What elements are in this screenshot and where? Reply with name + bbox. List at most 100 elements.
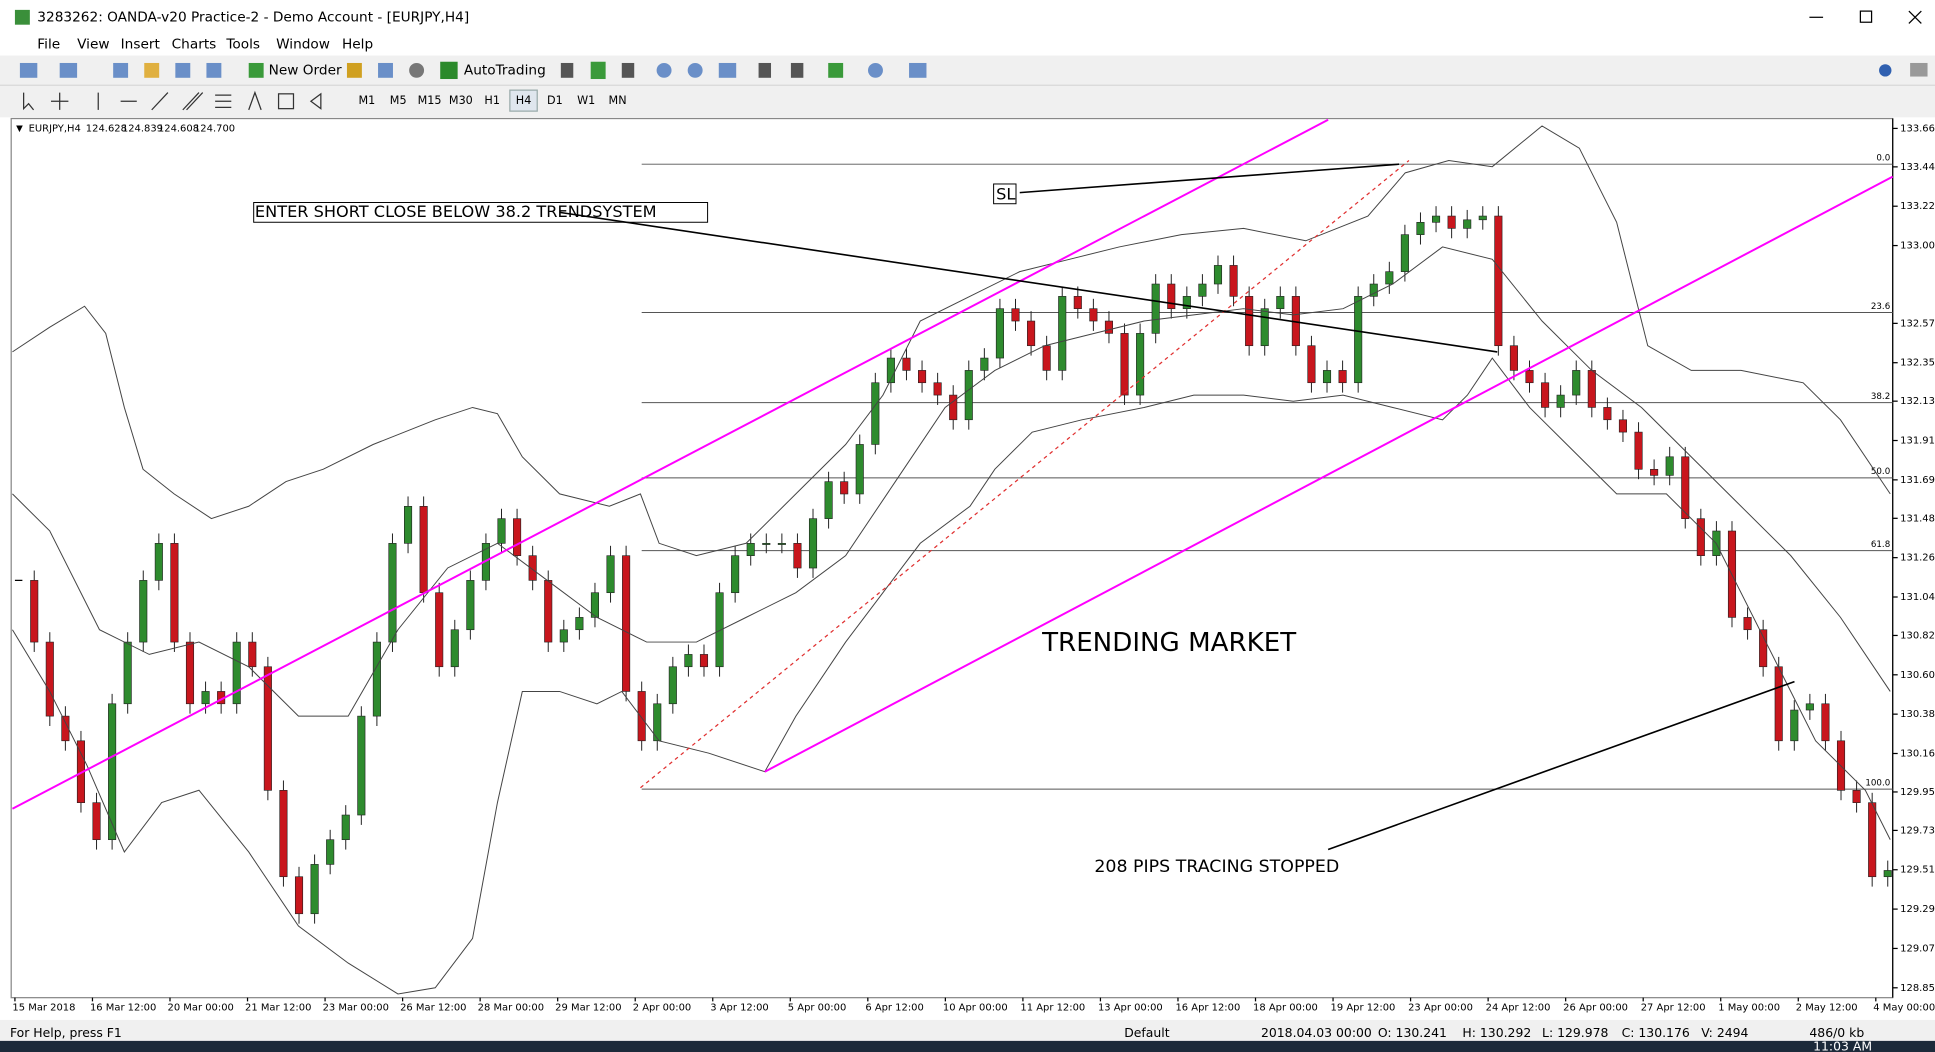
time-label: 5 Apr 00:00 bbox=[788, 1003, 847, 1014]
line-chart-button[interactable] bbox=[621, 62, 635, 78]
status-time: 2018.04.03 00:00 bbox=[1261, 1025, 1372, 1040]
time-label: 18 Apr 00:00 bbox=[1253, 1003, 1318, 1014]
candle bbox=[668, 666, 677, 705]
timeframe-button[interactable]: M1 bbox=[358, 94, 375, 107]
menu-item[interactable]: View bbox=[77, 36, 109, 52]
candle bbox=[1369, 283, 1378, 297]
menu-item[interactable]: Charts bbox=[172, 36, 217, 52]
profiles-button[interactable] bbox=[59, 62, 78, 78]
chat-button[interactable] bbox=[1910, 62, 1928, 77]
autotrading-label[interactable]: AutoTrading bbox=[464, 62, 546, 78]
zoom-out-button[interactable] bbox=[687, 62, 703, 78]
crosshair-tool[interactable] bbox=[50, 92, 69, 110]
timeframe-button[interactable]: MN bbox=[609, 94, 627, 107]
candle bbox=[824, 481, 833, 519]
time-label: 2 May 12:00 bbox=[1796, 1003, 1858, 1014]
navigator-button[interactable] bbox=[175, 62, 191, 78]
cursor-tool[interactable] bbox=[23, 92, 35, 111]
fib-label: 50.0 bbox=[1871, 467, 1890, 477]
periods-button[interactable] bbox=[868, 62, 883, 78]
signals-button[interactable] bbox=[378, 62, 393, 78]
autoscroll-button[interactable] bbox=[758, 62, 772, 78]
text-tool[interactable] bbox=[248, 90, 262, 111]
candle bbox=[1665, 456, 1674, 476]
candle bbox=[1104, 320, 1113, 334]
price-label: 131.480 bbox=[1900, 513, 1935, 524]
sl-arrow-line bbox=[1019, 163, 1400, 194]
time-label: 3 Apr 12:00 bbox=[710, 1003, 769, 1014]
candle bbox=[1509, 345, 1518, 371]
toolbar-area bbox=[0, 55, 1935, 118]
trendline-tool[interactable] bbox=[151, 92, 169, 111]
timeframe-button[interactable]: M5 bbox=[390, 94, 407, 107]
time-label: 2 Apr 00:00 bbox=[633, 1003, 692, 1014]
close-button[interactable] bbox=[1908, 10, 1922, 24]
market-watch-button[interactable] bbox=[113, 62, 129, 78]
time-label: 16 Apr 12:00 bbox=[1175, 1003, 1240, 1014]
terminal-button[interactable] bbox=[206, 62, 222, 78]
templates-button[interactable] bbox=[909, 62, 927, 78]
pips-arrow-line bbox=[1327, 680, 1795, 851]
menu-item[interactable]: Insert bbox=[121, 36, 161, 52]
timeframe-button[interactable]: M30 bbox=[449, 94, 473, 107]
candle bbox=[1338, 370, 1347, 384]
status-volume: V: 2494 bbox=[1701, 1025, 1748, 1040]
timeframe-button[interactable]: D1 bbox=[547, 94, 563, 107]
label-tool[interactable] bbox=[277, 93, 295, 110]
autotrading-icon[interactable] bbox=[440, 61, 458, 80]
status-close: C: 130.176 bbox=[1622, 1025, 1690, 1040]
menu-item[interactable]: Window bbox=[276, 36, 330, 52]
metaeditor-button[interactable] bbox=[346, 62, 362, 78]
candle bbox=[263, 666, 272, 791]
maximize-button[interactable] bbox=[1859, 10, 1873, 23]
candle bbox=[1805, 703, 1814, 711]
candle bbox=[1634, 431, 1643, 470]
candle bbox=[123, 641, 132, 705]
tile-button[interactable] bbox=[718, 62, 737, 78]
data-window-button[interactable] bbox=[144, 62, 160, 78]
candle-chart-button[interactable] bbox=[590, 61, 606, 80]
menu-item[interactable]: Tools bbox=[225, 36, 260, 52]
fibo-baseline bbox=[640, 160, 1410, 789]
candle bbox=[1447, 215, 1456, 229]
fibo-tool[interactable] bbox=[215, 94, 232, 109]
candle bbox=[1213, 265, 1223, 285]
bar-chart-button[interactable] bbox=[560, 62, 574, 78]
candle bbox=[1541, 382, 1550, 408]
market-button[interactable] bbox=[409, 62, 425, 78]
candle bbox=[1696, 518, 1705, 556]
search-button[interactable] bbox=[1879, 64, 1892, 77]
timeframe-button[interactable]: H4 bbox=[516, 94, 532, 107]
candle bbox=[201, 691, 210, 705]
candle bbox=[154, 543, 163, 581]
time-label: 24 Apr 12:00 bbox=[1486, 1003, 1551, 1014]
shift-button[interactable] bbox=[790, 62, 804, 78]
upper-band bbox=[12, 125, 1891, 557]
timeframe-button[interactable]: H1 bbox=[484, 94, 500, 107]
price-label: 133.660 bbox=[1900, 123, 1935, 134]
candle bbox=[559, 629, 568, 643]
indicators-button[interactable] bbox=[828, 62, 844, 78]
candle bbox=[1525, 370, 1534, 384]
toolbar-icons bbox=[19, 61, 1928, 80]
window-title: 3283262: OANDA-v20 Practice-2 - Demo Acc… bbox=[37, 9, 469, 25]
price-label: 130.165 bbox=[1900, 749, 1935, 760]
menu-item[interactable]: File bbox=[37, 36, 60, 52]
timeframe-button[interactable]: M15 bbox=[418, 94, 442, 107]
zoom-in-button[interactable] bbox=[656, 62, 672, 78]
time-label: 4 May 00:00 bbox=[1873, 1003, 1935, 1014]
candle bbox=[1229, 265, 1238, 297]
new-chart-button[interactable] bbox=[19, 62, 38, 78]
arrows-tool[interactable] bbox=[309, 92, 322, 110]
new-order-label[interactable]: New Order bbox=[269, 62, 342, 78]
timeframe-selected bbox=[509, 89, 538, 112]
status-traffic: 486/0 kb bbox=[1809, 1025, 1864, 1040]
channel-tool[interactable] bbox=[182, 92, 204, 111]
timeframe-button[interactable]: W1 bbox=[577, 94, 595, 107]
price-label: 128.855 bbox=[1900, 983, 1935, 994]
new-order-icon[interactable] bbox=[248, 62, 264, 78]
status-high: H: 130.292 bbox=[1462, 1025, 1531, 1040]
channel-upper-line bbox=[11, 118, 1329, 810]
candle bbox=[1618, 419, 1627, 433]
menu-item[interactable]: Help bbox=[342, 36, 373, 52]
